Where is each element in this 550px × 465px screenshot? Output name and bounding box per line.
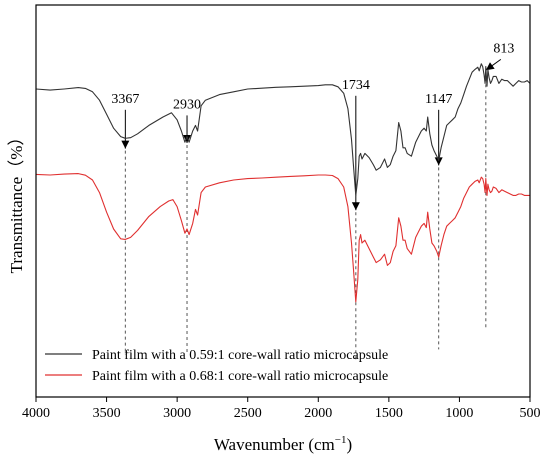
x-tick-label: 500 bbox=[520, 406, 541, 421]
legend-label-2: Paint film with a 0.68:1 core-wall ratio… bbox=[92, 369, 388, 384]
x-axis-label-superscript: −1 bbox=[335, 434, 347, 446]
peak-arrow-head bbox=[121, 140, 130, 149]
x-tick-label: 2000 bbox=[304, 406, 332, 421]
legend-label-1: Paint film with a 0.59:1 core-wall ratio… bbox=[92, 348, 388, 363]
peak-arrow-head bbox=[485, 62, 495, 71]
x-axis-ticks: 4000 3500 3000 2500 2000 1500 1000 500 bbox=[22, 397, 541, 421]
y-axis-label: Transmittance（%） bbox=[7, 129, 26, 274]
series-line-1 bbox=[35, 63, 531, 196]
x-tick-label: 3500 bbox=[93, 406, 121, 421]
x-axis-label: Wavenumber (cm−1) bbox=[214, 434, 352, 454]
peak-arrow-head bbox=[434, 157, 443, 166]
plot-frame bbox=[35, 4, 531, 398]
x-tick-label: 1000 bbox=[445, 406, 473, 421]
peak-annotations: 3367 2930 1734 1147 813 bbox=[111, 41, 514, 361]
x-tick-label: 3000 bbox=[163, 406, 191, 421]
x-tick-label: 1500 bbox=[375, 406, 403, 421]
x-tick-label: 2500 bbox=[234, 406, 262, 421]
peak-label: 813 bbox=[493, 41, 514, 56]
peak-label: 1734 bbox=[342, 78, 370, 93]
peak-arrow-head bbox=[183, 135, 192, 143]
series-line-2 bbox=[35, 173, 530, 303]
peak-arrow-head bbox=[351, 202, 360, 211]
peak-label: 3367 bbox=[111, 92, 139, 107]
peak-label: 2930 bbox=[173, 97, 201, 112]
peak-label: 1147 bbox=[425, 92, 452, 107]
series-lines bbox=[35, 63, 531, 303]
x-tick-label: 4000 bbox=[22, 406, 50, 421]
legend: Paint film with a 0.59:1 core-wall ratio… bbox=[45, 348, 388, 384]
